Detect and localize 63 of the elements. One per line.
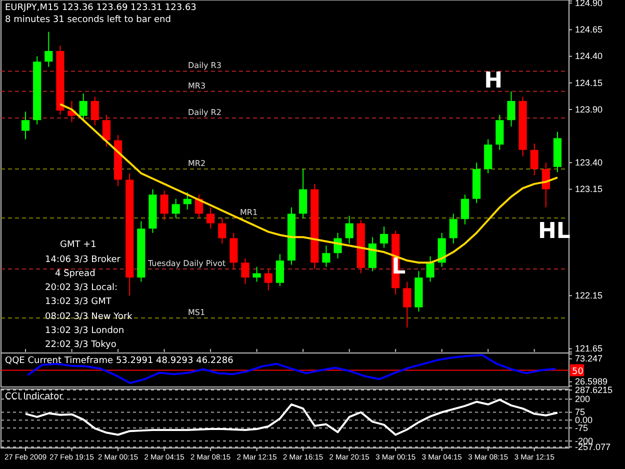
- candlestick: [276, 254, 284, 287]
- candlestick: [183, 192, 192, 210]
- annotation: 4 Spread: [55, 269, 96, 279]
- y-tick-label: 121.65: [575, 344, 603, 354]
- ref-line-label: MR3: [188, 81, 206, 90]
- ref-line-label: MR1: [240, 208, 258, 217]
- candlestick: [426, 256, 434, 282]
- y-tick-label: 123.90: [575, 104, 603, 114]
- candlestick: [90, 96, 99, 126]
- y-tick-label: 123.40: [575, 158, 603, 168]
- chart-title: EURJPY,M15 123.36 123.69 123.31 123.63: [5, 3, 196, 13]
- ref-line-label: 50: [572, 367, 584, 378]
- candlestick: [172, 198, 180, 218]
- candlestick: [530, 143, 538, 176]
- candlestick: [322, 245, 330, 268]
- y-tick-label: -75: [575, 422, 588, 433]
- candlestick: [542, 162, 550, 208]
- ref-line-label: MS1: [188, 308, 206, 317]
- y-tick-label: 123.15: [575, 184, 603, 194]
- chart-title: CCI Indicator: [5, 392, 64, 402]
- candlestick: [403, 281, 412, 328]
- y-tick-label: 200: [575, 394, 590, 404]
- candlestick: [44, 31, 53, 68]
- ref-line-label: Daily R3: [188, 61, 222, 70]
- candlestick: [507, 90, 516, 128]
- candlestick: [102, 114, 111, 148]
- chart-title: QQE Current Timeframe 53.2991 48.9293 46.2286: [5, 356, 234, 366]
- candlestick: [79, 93, 88, 121]
- y-tick-label: 124.65: [575, 24, 603, 35]
- candlestick: [449, 213, 458, 244]
- text: 8 minutes 31 seconds left to bar end: [5, 15, 171, 25]
- y-tick-label: 122.15: [575, 290, 603, 301]
- y-tick-label: 124.15: [575, 78, 603, 88]
- line-series: [24, 398, 558, 436]
- y-tick-label: 75: [575, 407, 586, 418]
- y-tick-label: 73.247: [575, 354, 603, 364]
- annotation: 14:06 3/3 Broker: [45, 255, 121, 265]
- y-tick-label: 287.6215: [575, 384, 613, 395]
- candlestick: [252, 266, 261, 282]
- annotation: 13:02 3/3 London: [45, 326, 124, 336]
- annotation: GMT +1: [60, 240, 96, 250]
- candlestick: [460, 194, 470, 225]
- annotation: 20:02 3/3 Local:: [45, 283, 118, 293]
- y-tick-label: 124.40: [575, 51, 603, 62]
- y-tick-label: 26.5989: [575, 376, 608, 387]
- ref-line-label: Daily R2: [188, 108, 222, 117]
- candlestick: [21, 111, 30, 140]
- ref-line-label: Tuesday Daily Pivot: [147, 259, 226, 268]
- annotation: 13:02 3/3 GMT: [45, 297, 112, 307]
- line-series: [26, 354, 556, 384]
- candlestick: [218, 217, 226, 244]
- candlestick: [241, 258, 250, 284]
- candlestick: [345, 215, 354, 244]
- ref-line-label: MR2: [188, 159, 206, 168]
- annotation: H: [484, 68, 503, 94]
- y-tick-label: 124.90: [575, 0, 603, 8]
- annotation: 22:02 3/3 Tokyo: [45, 340, 117, 350]
- candlestick: [206, 206, 215, 230]
- candlestick: [380, 226, 388, 248]
- candlestick: [264, 268, 272, 291]
- y-tick-label: 0.00: [575, 414, 593, 425]
- candlestick: [160, 190, 168, 221]
- annotation: 08:02 3/3 New York: [45, 312, 134, 322]
